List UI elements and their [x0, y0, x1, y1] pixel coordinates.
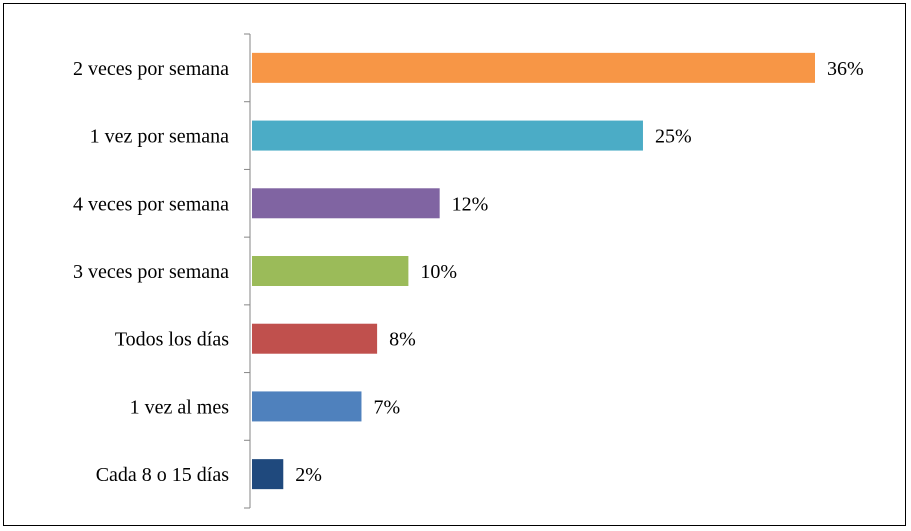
category-label: 1 vez al mes: [130, 396, 230, 418]
category-label: Todos los días: [115, 329, 229, 351]
category-label: 1 vez por semana: [90, 126, 230, 148]
bar: [252, 52, 815, 83]
bar: [252, 188, 440, 219]
value-label: 7%: [373, 396, 400, 418]
value-label: 2%: [295, 464, 322, 486]
bar: [252, 391, 362, 422]
bar: [252, 120, 643, 151]
value-label: 12%: [452, 193, 489, 215]
chart-frame: [3, 3, 906, 526]
value-label: 8%: [389, 329, 416, 351]
category-label: 2 veces por semana: [73, 58, 229, 80]
category-label: 3 veces por semana: [73, 261, 229, 283]
category-label: 4 veces por semana: [73, 193, 229, 215]
value-label: 36%: [827, 58, 864, 80]
value-label: 25%: [655, 126, 692, 148]
value-label: 10%: [420, 261, 457, 283]
bar: [252, 256, 409, 286]
bar: [252, 323, 378, 354]
category-label: Cada 8 o 15 días: [96, 464, 230, 486]
bar: [252, 459, 284, 490]
